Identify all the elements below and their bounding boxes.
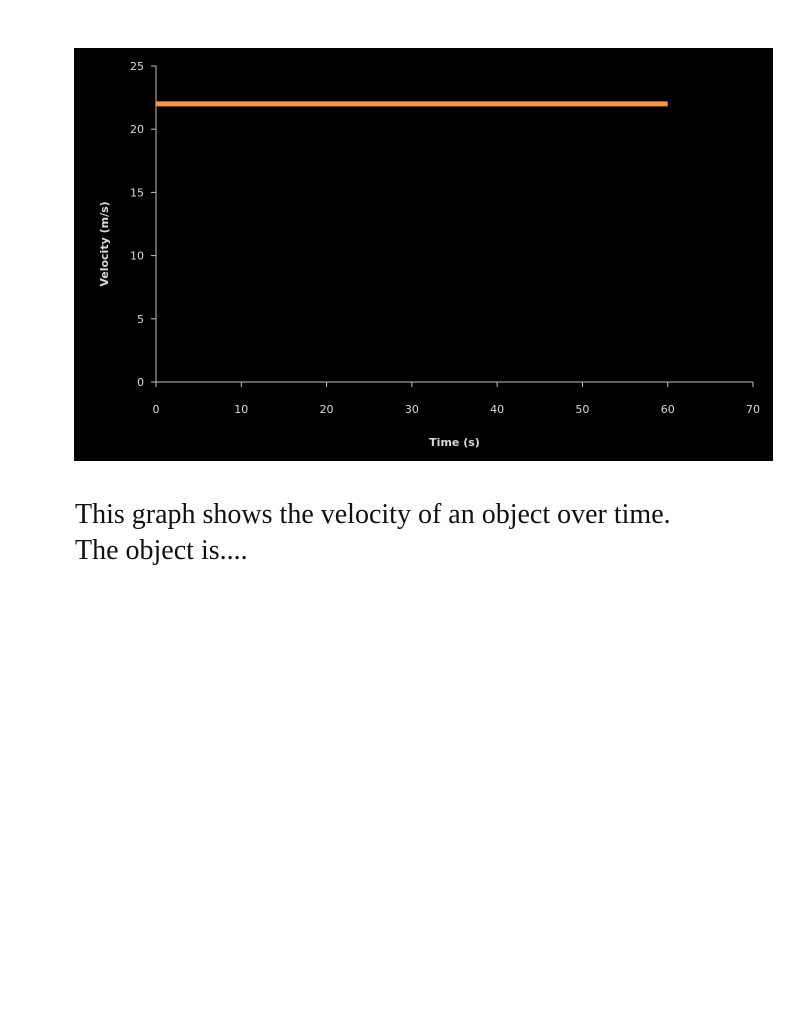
x-tick-label: 10 <box>234 403 248 416</box>
x-tick-label: 40 <box>490 403 504 416</box>
question-text: This graph shows the velocity of an obje… <box>75 497 775 569</box>
x-tick-label: 20 <box>320 403 334 416</box>
x-tick-label: 70 <box>746 403 760 416</box>
y-tick-label: 25 <box>130 60 144 73</box>
y-tick-label: 5 <box>137 313 144 326</box>
caption-line-1: This graph shows the velocity of an obje… <box>75 499 671 530</box>
y-tick-label: 15 <box>130 186 144 199</box>
x-tick-label: 0 <box>153 403 160 416</box>
x-axis-title: Time (s) <box>429 436 480 449</box>
caption-line-2: The object is.... <box>75 535 248 566</box>
chart-svg: 0 5 10 15 20 25 0 10 20 30 40 50 60 70 Time (s) Veloc… <box>98 60 760 449</box>
y-tick-label: 20 <box>130 123 144 136</box>
y-axis-title: Velocity (m/s) <box>98 201 111 286</box>
axes <box>155 66 753 383</box>
tick-labels: 0 5 10 15 20 25 0 10 20 30 40 50 60 70 <box>130 60 760 416</box>
y-tick-label: 0 <box>137 376 144 389</box>
tick-marks <box>151 65 754 387</box>
velocity-time-chart: 0 5 10 15 20 25 0 10 20 30 40 50 60 70 Time (s) Veloc… <box>74 48 773 461</box>
x-tick-label: 30 <box>405 403 419 416</box>
x-tick-label: 60 <box>661 403 675 416</box>
y-tick-label: 10 <box>130 250 144 263</box>
x-tick-label: 50 <box>575 403 589 416</box>
